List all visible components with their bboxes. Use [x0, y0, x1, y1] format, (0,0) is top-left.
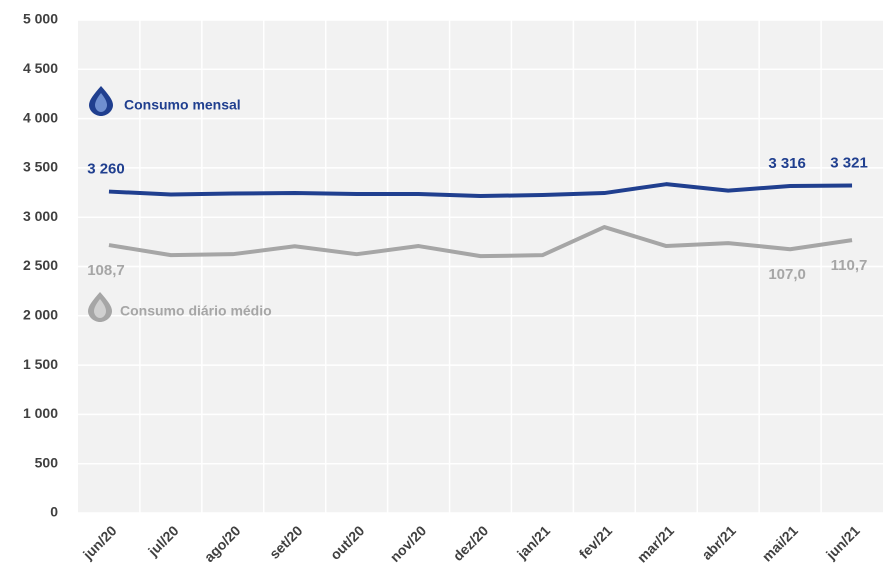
x-tick-label: jun/20 — [79, 522, 120, 563]
y-tick-label: 3 000 — [23, 208, 58, 224]
x-tick-label: dez/20 — [450, 522, 492, 564]
x-tick-label: nov/20 — [387, 522, 430, 565]
data-label: 107,0 — [768, 266, 806, 283]
x-tick-label: jun/21 — [822, 522, 863, 563]
series-label: Consumo diário médio — [120, 303, 272, 319]
x-tick-label: jan/21 — [513, 522, 553, 562]
series-icon — [94, 299, 106, 318]
y-tick-label: 2 000 — [23, 307, 58, 323]
data-label: 110,7 — [831, 257, 868, 274]
series-label: Consumo mensal — [124, 97, 241, 113]
y-tick-label: 500 — [35, 454, 59, 470]
x-tick-label: jul/20 — [144, 522, 181, 559]
data-label: 108,7 — [87, 262, 125, 279]
y-tick-label: 3 500 — [23, 159, 58, 175]
series-icon — [95, 93, 107, 112]
data-label: 3 260 — [87, 161, 125, 178]
x-tick-label: mar/21 — [634, 522, 677, 565]
x-tick-label: set/20 — [266, 522, 306, 562]
x-tick-label: out/20 — [327, 522, 368, 563]
y-tick-label: 2 500 — [23, 257, 58, 273]
data-label: 3 321 — [830, 155, 868, 172]
x-tick-label: abr/21 — [698, 522, 739, 563]
y-tick-label: 4 000 — [23, 109, 58, 125]
y-tick-label: 4 500 — [23, 60, 58, 76]
series-line — [108, 225, 853, 259]
x-tick-label: ago/20 — [201, 522, 244, 565]
y-tick-label: 1 500 — [23, 356, 58, 372]
y-tick-label: 1 000 — [23, 405, 58, 421]
y-tick-label: 5 000 — [23, 11, 58, 27]
y-tick-label: 0 — [50, 504, 58, 520]
marks — [108, 182, 853, 259]
x-tick-label: mai/21 — [759, 522, 801, 564]
series-line — [108, 182, 853, 199]
x-tick-label: fev/21 — [576, 522, 616, 562]
data-label: 3 316 — [768, 155, 806, 172]
grid — [78, 19, 883, 514]
